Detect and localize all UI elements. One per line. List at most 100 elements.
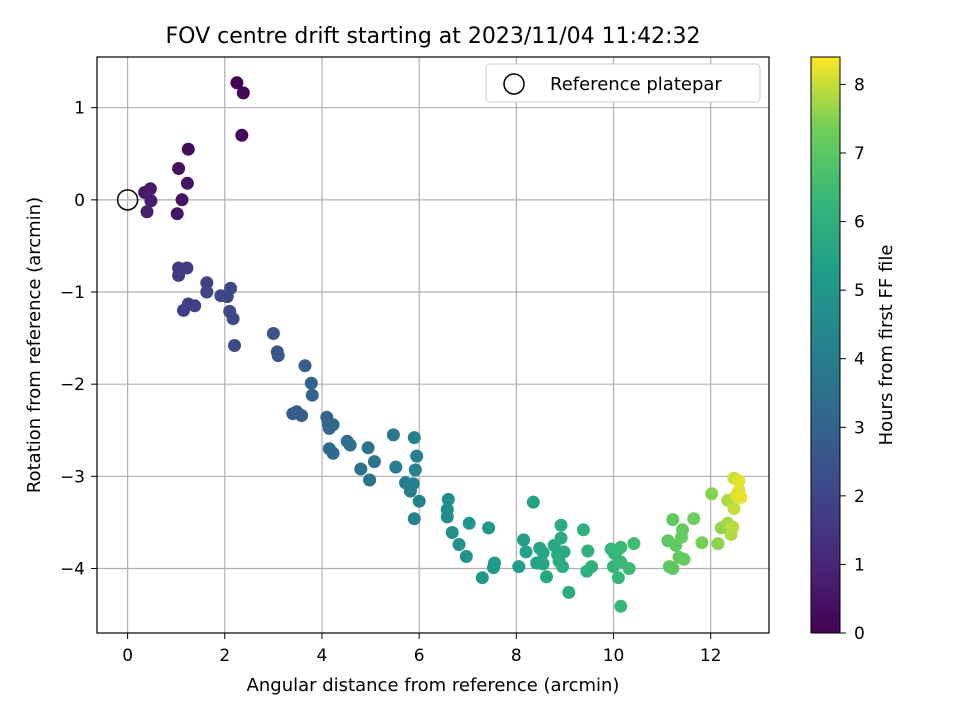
data-point <box>614 599 628 613</box>
x-tick-label: 0 <box>122 646 133 666</box>
data-point <box>406 477 420 491</box>
data-point <box>140 205 154 219</box>
data-point <box>687 512 701 526</box>
y-tick-label: −4 <box>60 559 85 579</box>
data-point <box>726 520 740 534</box>
colorbar-tick-label: 0 <box>854 624 865 644</box>
colorbar-tick-label: 2 <box>854 487 865 507</box>
data-point <box>727 502 741 516</box>
data-point <box>181 142 195 156</box>
data-point <box>266 327 280 340</box>
data-point <box>271 349 285 363</box>
y-tick-label: −2 <box>60 375 85 395</box>
colorbar-ticks: 0 1 2 3 4 5 6 7 8 <box>840 75 865 644</box>
data-point <box>228 339 241 352</box>
data-point <box>172 162 186 175</box>
data-point <box>412 494 426 508</box>
data-point <box>361 441 375 455</box>
data-point <box>230 76 244 90</box>
colorbar-tick-label: 6 <box>854 213 865 233</box>
data-point <box>614 540 628 554</box>
data-point <box>554 518 568 532</box>
x-tick-label: 8 <box>511 646 522 666</box>
data-point <box>536 546 550 560</box>
data-point <box>622 562 636 575</box>
colorbar-label: Hours from first FF file <box>876 245 897 446</box>
data-point <box>295 409 309 422</box>
data-point <box>224 281 238 295</box>
data-point <box>452 538 466 551</box>
data-points <box>138 76 748 613</box>
x-tick-label: 2 <box>219 646 230 666</box>
data-point <box>482 521 496 535</box>
y-tick-label: 1 <box>74 99 85 119</box>
data-point <box>462 516 476 530</box>
data-point <box>517 533 531 547</box>
legend-box <box>485 63 761 103</box>
data-point <box>557 545 571 559</box>
data-point <box>200 276 214 290</box>
data-point <box>695 536 709 550</box>
colorbar-tick-label: 7 <box>854 144 865 164</box>
data-point <box>445 526 459 539</box>
data-point <box>512 560 526 574</box>
data-point <box>386 428 400 442</box>
data-point <box>576 523 590 537</box>
y-tick-label: −1 <box>60 283 85 303</box>
data-point <box>407 512 421 526</box>
data-point <box>459 550 473 563</box>
colorbar-tick-label: 3 <box>854 418 865 438</box>
legend-marker <box>503 73 525 95</box>
data-point <box>367 455 381 469</box>
data-point <box>226 312 240 326</box>
data-point <box>326 418 340 432</box>
legend: Reference platepar <box>485 63 761 103</box>
data-point <box>180 261 194 275</box>
data-point <box>407 431 421 445</box>
data-point <box>705 487 719 501</box>
y-axis-label: Rotation from reference (arcmin) <box>24 197 45 493</box>
legend-label: Reference platepar <box>550 74 722 95</box>
data-point <box>441 492 455 506</box>
reference-point <box>116 189 139 211</box>
x-tick-label: 10 <box>603 646 625 666</box>
x-axis: 0 2 4 6 8 10 12 <box>122 633 722 666</box>
colorbar-tick-label: 8 <box>854 75 865 95</box>
reference-marker <box>116 189 139 211</box>
data-point <box>666 562 680 575</box>
data-point <box>298 359 312 373</box>
data-point <box>170 207 184 221</box>
data-point <box>536 557 550 571</box>
y-tick-label: 0 <box>74 191 85 211</box>
data-point <box>585 560 599 574</box>
data-point <box>326 446 340 460</box>
data-point <box>711 537 725 551</box>
colorbar-gradient <box>810 56 841 634</box>
plot-frame <box>96 56 770 634</box>
y-tick-label: −3 <box>60 467 85 487</box>
data-point <box>389 460 403 474</box>
data-point <box>236 86 250 100</box>
data-point <box>475 571 489 585</box>
data-point <box>343 438 357 452</box>
data-point <box>363 473 377 487</box>
data-point <box>305 388 319 402</box>
data-point <box>175 193 189 207</box>
data-point <box>562 585 576 599</box>
data-point <box>554 531 568 545</box>
data-point <box>354 462 368 476</box>
data-point <box>143 182 157 196</box>
colorbar-tick-label: 1 <box>854 555 865 575</box>
data-point <box>666 513 680 527</box>
data-point <box>188 299 202 313</box>
data-point <box>200 285 214 299</box>
data-point <box>408 463 422 477</box>
data-point <box>487 561 500 575</box>
y-axis: −4 −3 −2 −1 0 1 <box>60 99 97 579</box>
data-point <box>675 530 688 544</box>
colorbar-tick-label: 5 <box>854 281 865 301</box>
data-point <box>144 194 158 208</box>
data-point <box>235 128 249 142</box>
colorbar-tick-label: 4 <box>854 350 865 370</box>
